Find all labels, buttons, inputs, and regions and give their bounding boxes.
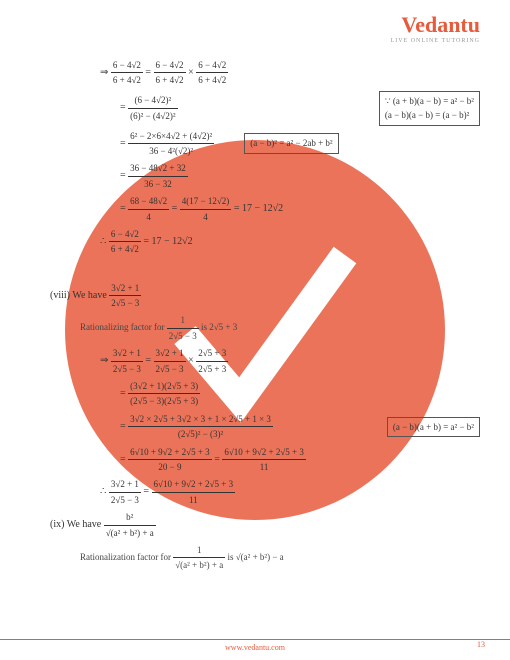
item-viii: (viii) We have 3√2 + 12√5 − 3 xyxy=(50,281,480,311)
eq-line-7: ⇒ 3√2 + 12√5 − 3 = 3√2 + 12√5 − 3 × 2√5 … xyxy=(100,346,480,376)
page-number: 13 xyxy=(477,640,485,649)
eq-line-10: = 6√10 + 9√2 + 2√5 + 320 − 9 = 6√10 + 9√… xyxy=(100,445,480,475)
rationalize-1: Rationalizing factor for 12√5 − 3 is 2√5… xyxy=(80,313,480,343)
tagline: LIVE ONLINE TUTORING xyxy=(391,38,480,44)
logo-text: Vedantu xyxy=(391,12,480,38)
eq-line-5: = 68 − 48√24 = 4(17 − 12√2)4 = 17 − 12√2 xyxy=(100,194,480,224)
eq-line-9: = 3√2 × 2√5 + 3√2 × 3 + 1 × 2√5 + 1 × 3(… xyxy=(100,412,480,442)
eq-line-3: = 6² − 2×6×4√2 + (4√2)²36 − 4²(√2)² (a −… xyxy=(100,129,480,159)
formula-box-2: (a − b)² = a² − 2ab + b² xyxy=(244,133,338,153)
eq-line-2: = (6 − 4√2)²(6)² − (4√2)² ∵ (a + b)(a − … xyxy=(100,91,480,126)
item-ix: (ix) We have b²√(a² + b²) + a xyxy=(50,510,480,540)
rationalize-2: Rationalization factor for 1√(a² + b²) +… xyxy=(80,543,480,573)
formula-box-1: ∵ (a + b)(a − b) = a² − b²(a − b)(a − b)… xyxy=(379,91,480,126)
eq-line-1: ⇒ 6 − 4√26 + 4√2 = 6 − 4√26 + 4√2 × 6 − … xyxy=(100,58,480,88)
eq-line-4: = 36 − 48√2 + 3236 − 32 xyxy=(100,161,480,191)
page-content: ⇒ 6 − 4√26 + 4√2 = 6 − 4√26 + 4√2 × 6 − … xyxy=(0,55,510,576)
header: Vedantu LIVE ONLINE TUTORING xyxy=(391,12,480,44)
eq-line-8: = (3√2 + 1)(2√5 + 3)(2√5 − 3)(2√5 + 3) xyxy=(100,379,480,409)
footer-url: www.vedantu.com xyxy=(0,643,510,652)
eq-line-6: ∴ 6 − 4√26 + 4√2 = 17 − 12√2 xyxy=(100,227,480,257)
footer: www.vedantu.com 13 xyxy=(0,639,510,652)
formula-box-3: (a − b)(a + b) = a² − b² xyxy=(387,417,480,437)
eq-line-11: ∴ 3√2 + 12√5 − 3 = 6√10 + 9√2 + 2√5 + 31… xyxy=(100,477,480,507)
